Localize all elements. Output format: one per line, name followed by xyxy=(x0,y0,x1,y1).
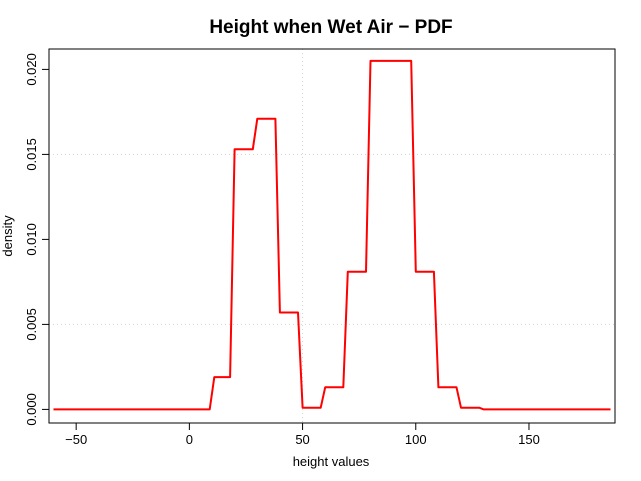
x-axis: −50 0 50 100 150 xyxy=(65,422,540,447)
x-tick-label: 0 xyxy=(186,432,193,447)
y-tick-label: 0.020 xyxy=(24,53,39,86)
x-tick-label: 150 xyxy=(518,432,540,447)
plot-frame xyxy=(48,48,616,424)
x-tick-label: 50 xyxy=(295,432,309,447)
x-tick-label: −50 xyxy=(65,432,87,447)
y-axis: 0.000 0.005 0.010 0.015 0.020 xyxy=(24,53,50,426)
y-tick-label: 0.005 xyxy=(24,308,39,341)
data-series xyxy=(53,59,611,411)
y-tick-label: 0.000 xyxy=(24,393,39,426)
y-tick-label: 0.010 xyxy=(24,223,39,256)
y-axis-label: density xyxy=(0,215,15,257)
y-tick-label: 0.015 xyxy=(24,138,39,171)
x-axis-label: height values xyxy=(293,454,370,469)
grid xyxy=(49,49,615,423)
density-line xyxy=(53,59,611,411)
chart-title: Height when Wet Air − PDF xyxy=(209,17,452,38)
x-tick-label: 100 xyxy=(405,432,427,447)
